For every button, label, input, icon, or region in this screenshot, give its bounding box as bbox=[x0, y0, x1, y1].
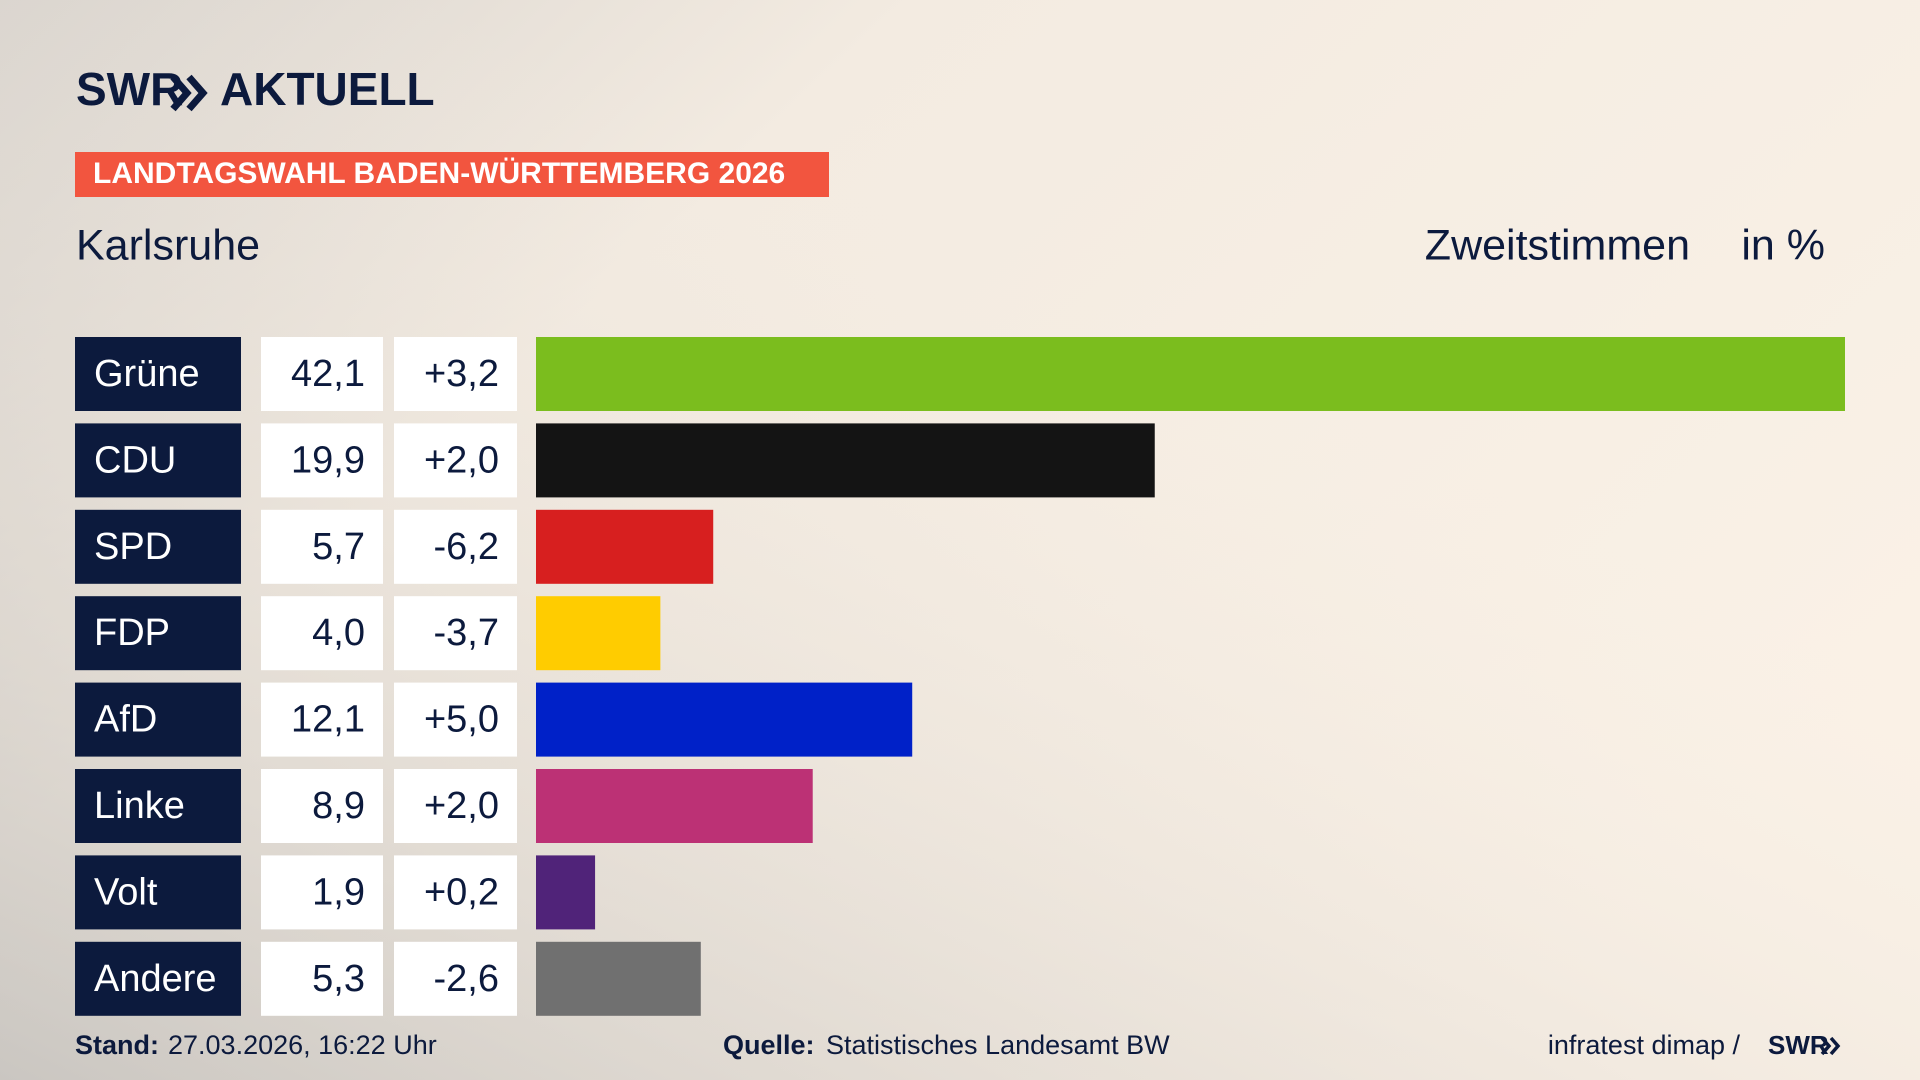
change-box bbox=[394, 337, 517, 411]
institute: infratest dimap / bbox=[1548, 1030, 1741, 1060]
party-box bbox=[75, 769, 241, 843]
bar bbox=[536, 941, 701, 1016]
stand-label: Stand: bbox=[75, 1030, 159, 1060]
value-label: 5,3 bbox=[312, 958, 365, 1000]
bar bbox=[536, 769, 813, 843]
party-label: CDU bbox=[94, 439, 176, 481]
change-box bbox=[394, 682, 517, 757]
change-box bbox=[394, 423, 517, 498]
value-label: 12,1 bbox=[291, 699, 365, 741]
bar bbox=[536, 596, 661, 671]
change-box bbox=[394, 509, 517, 584]
party-label: Grüne bbox=[94, 353, 200, 395]
bar bbox=[536, 423, 1155, 498]
footer-chevrons bbox=[1820, 1036, 1841, 1056]
value-label: 4,0 bbox=[312, 612, 365, 654]
change-label: -2,6 bbox=[434, 958, 499, 1000]
brand-product: AKTUELL bbox=[220, 63, 435, 115]
party-box bbox=[75, 337, 241, 411]
change-label: -6,2 bbox=[434, 526, 499, 568]
party-box bbox=[75, 941, 241, 1016]
change-label: +3,2 bbox=[424, 353, 499, 395]
change-label: +5,0 bbox=[424, 699, 499, 741]
party-label: Andere bbox=[94, 958, 217, 1000]
bar bbox=[536, 855, 596, 930]
brand: SWR bbox=[76, 63, 183, 115]
bar bbox=[536, 682, 913, 757]
institute-brand: SWR bbox=[1768, 1030, 1829, 1060]
change-label: +2,0 bbox=[424, 439, 499, 481]
value-label: 19,9 bbox=[291, 439, 365, 481]
value-label: 1,9 bbox=[312, 871, 365, 913]
change-label: +0,2 bbox=[424, 871, 499, 913]
source: Statistisches Landesamt BW bbox=[826, 1030, 1170, 1060]
source-label: Quelle: bbox=[723, 1030, 815, 1060]
change-label: +2,0 bbox=[424, 785, 499, 827]
change-label: -3,7 bbox=[434, 612, 499, 654]
value-label: 5,7 bbox=[312, 526, 365, 568]
party-box bbox=[75, 509, 241, 584]
banner: LANDTAGSWAHL BADEN-WÜRTTEMBERG 2026 bbox=[93, 157, 785, 190]
value-label: 42,1 bbox=[291, 353, 365, 395]
stand: 27.03.2026, 16:22 Uhr bbox=[168, 1030, 437, 1060]
change-box bbox=[394, 855, 517, 930]
value-box bbox=[261, 596, 383, 671]
party-label: FDP bbox=[94, 612, 170, 654]
chart-title: Karlsruhe bbox=[76, 221, 260, 269]
unit: in % bbox=[1741, 221, 1825, 269]
party-box bbox=[75, 596, 241, 671]
subtitle: Zweitstimmen bbox=[1425, 221, 1690, 269]
bar bbox=[536, 337, 1845, 411]
banner-box bbox=[75, 152, 829, 197]
value-box bbox=[261, 682, 383, 757]
change-box bbox=[394, 596, 517, 671]
party-label: Volt bbox=[94, 871, 158, 913]
party-label: SPD bbox=[94, 526, 172, 568]
value-box bbox=[261, 855, 383, 930]
bar bbox=[536, 509, 714, 584]
change-box bbox=[394, 769, 517, 843]
party-box bbox=[75, 682, 241, 757]
party-label: Linke bbox=[94, 785, 185, 827]
party-label: AfD bbox=[94, 699, 157, 741]
value-box bbox=[261, 337, 383, 411]
value-box bbox=[261, 509, 383, 584]
brand-chevrons bbox=[170, 74, 208, 112]
value-label: 8,9 bbox=[312, 785, 365, 827]
change-box bbox=[394, 941, 517, 1016]
value-box bbox=[261, 769, 383, 843]
party-box bbox=[75, 423, 241, 498]
value-box bbox=[261, 941, 383, 1016]
party-box bbox=[75, 855, 241, 930]
value-box bbox=[261, 423, 383, 498]
